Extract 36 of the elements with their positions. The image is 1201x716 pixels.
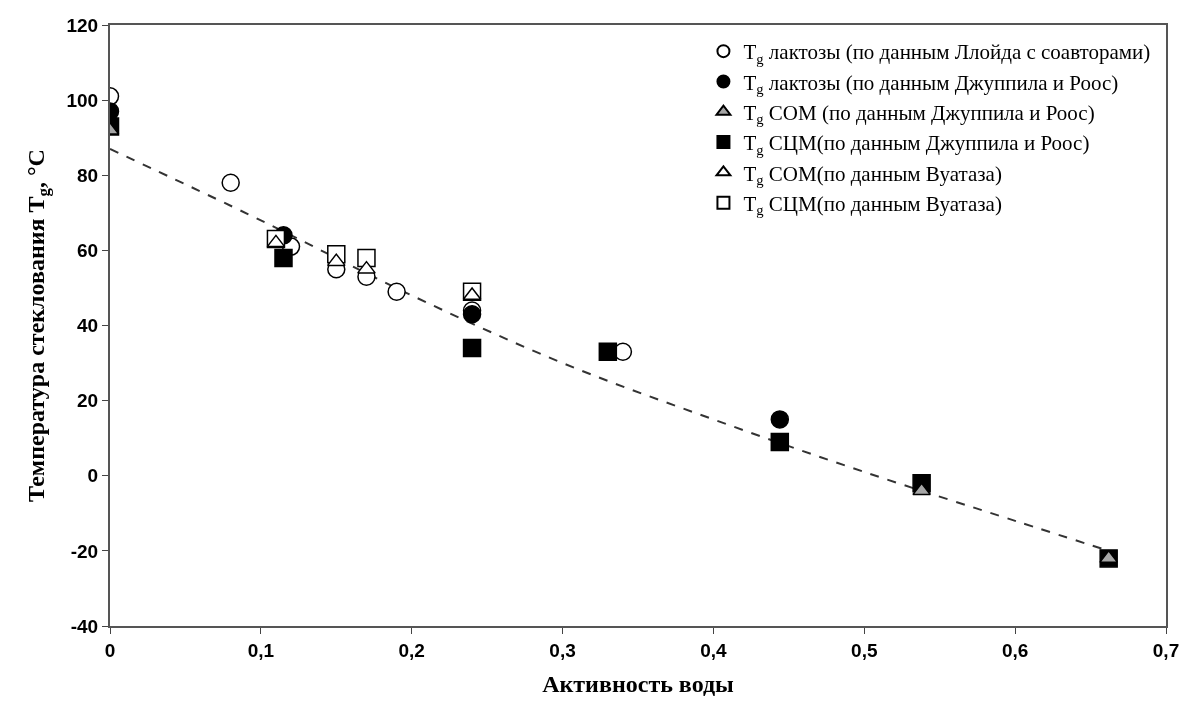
legend-label: T$_{g}$ СЦМ(по данным Джуппила и Роос) (743, 131, 1090, 158)
y-tick-label: 60 (77, 240, 99, 262)
y-tick-label: 40 (77, 315, 99, 337)
point (266, 234, 286, 248)
x-axis-title: Активность воды (542, 670, 735, 697)
legend-label: T$_{g}$ лактозы (по данным Ллойда с соавторами) (743, 40, 1151, 67)
legend-label: T$_{g}$ лактозы (по данным Джуппила и Роос) (743, 70, 1119, 98)
x-tick-label: 0,1 (247, 639, 275, 661)
y-tick-label: 20 (77, 390, 99, 412)
y-tick-label: 100 (66, 89, 99, 111)
point (357, 260, 376, 274)
legend-label: T$_{g}$ СЦМ(по данным Вуатаза) (743, 191, 1002, 219)
point (598, 342, 618, 362)
x-tick-label: 0,4 (700, 639, 728, 661)
point (274, 248, 293, 268)
legend-label: T$_{g}$ СОМ (по данным Джуппила и Роос) (743, 100, 1095, 128)
point (462, 338, 482, 358)
point (357, 248, 376, 268)
x-tick-label: 0,7 (1152, 639, 1180, 661)
legend-label: T$_{g}$ СОМ(по данным Вуатаза) (743, 161, 1002, 188)
x-tick-label: 0 (104, 639, 116, 661)
point (912, 482, 932, 496)
point (770, 432, 790, 452)
x-tick-label: 0,2 (398, 639, 425, 661)
y-tick-label: -40 (70, 615, 99, 637)
point (221, 173, 240, 192)
x-tick-label: 0,5 (851, 639, 878, 661)
point (387, 282, 406, 301)
x-tick-label: 0,6 (1001, 639, 1029, 661)
y-tick-label: 120 (66, 14, 99, 36)
y-tick-label: -20 (70, 540, 99, 562)
point (326, 253, 346, 267)
y-tick-label: 0 (87, 465, 99, 487)
point (770, 410, 790, 429)
y-tick-label: 80 (77, 164, 99, 186)
x-tick-label: 0,3 (549, 639, 576, 661)
